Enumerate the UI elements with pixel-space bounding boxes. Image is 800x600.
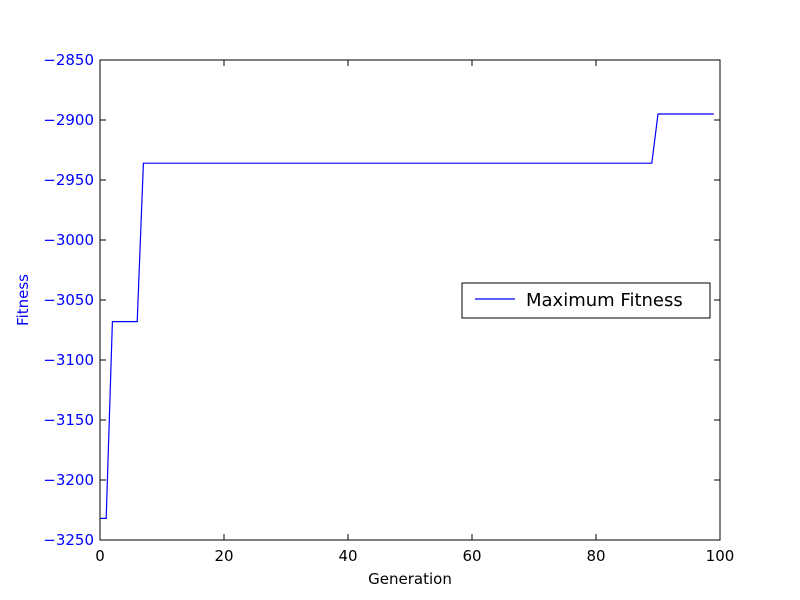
y-tick-label: −2900 <box>43 111 94 129</box>
y-axis-label: Fitness <box>14 274 32 326</box>
x-tick-label: 40 <box>338 547 357 565</box>
x-tick-label: 100 <box>706 547 735 565</box>
x-tick-label: 0 <box>95 547 105 565</box>
y-tick-label: −3050 <box>43 291 94 309</box>
legend-label: Maximum Fitness <box>526 290 683 311</box>
y-tick-label: −3250 <box>43 531 94 549</box>
plot-frame <box>99 59 721 541</box>
y-tick-label: −3100 <box>43 351 94 369</box>
x-tick-label: 80 <box>586 547 605 565</box>
y-tick-label: −3000 <box>43 231 94 249</box>
x-axis-label: Generation <box>368 570 452 588</box>
y-tick-label: −3150 <box>43 411 94 429</box>
y-tick-label: −2850 <box>43 51 94 69</box>
x-tick-label: 20 <box>214 547 233 565</box>
x-tick-label: 60 <box>462 547 481 565</box>
legend: Maximum Fitness <box>461 282 711 319</box>
series-line-0 <box>100 113 714 520</box>
legend-box <box>461 282 711 319</box>
axis-ticks: 0 20 40 60 80 100 −3250 −3200 −3150 −3100 −3050 −30… <box>43 51 734 565</box>
plot-area <box>100 113 714 520</box>
y-tick-label: −3200 <box>43 471 94 489</box>
y-tick-label: −2950 <box>43 171 94 189</box>
